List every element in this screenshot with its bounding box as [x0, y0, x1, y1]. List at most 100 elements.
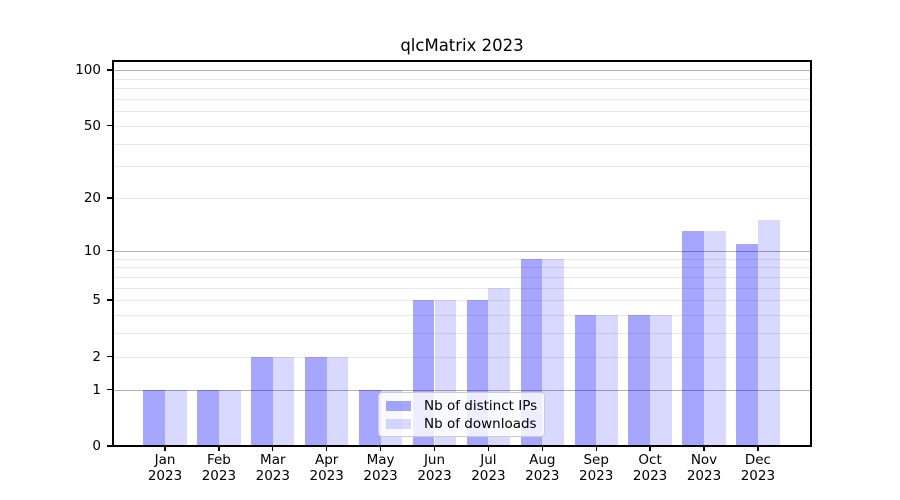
bar-distinct-ips-oct-2023	[628, 314, 651, 446]
bar-distinct-ips-jan-2023	[143, 389, 165, 446]
chart-title: qlcMatrix 2023	[400, 36, 524, 55]
bar-downloads-mar-2023	[272, 356, 295, 446]
y-tick-mark-5	[107, 299, 113, 301]
x-tick-label-sep: Sep 2023	[564, 452, 628, 484]
y-tick-mark-1	[107, 388, 113, 391]
x-tick-label-line: 2023	[363, 468, 398, 484]
x-tick-mark-feb	[218, 446, 220, 451]
x-tick-label-line: 2023	[255, 468, 290, 484]
y-tick-label-5: 5	[92, 292, 101, 309]
x-tick-label-dec: Dec 2023	[726, 452, 790, 484]
x-tick-label-line: 2023	[632, 468, 668, 484]
x-tick-label-jul: Jul 2023	[456, 452, 520, 484]
plot-area: Nb of distinct IPs Nb of downloads	[112, 60, 812, 447]
legend-entry-distinct-ips: Nb of distinct IPs	[386, 397, 538, 415]
y-tick-mark-20	[107, 197, 113, 199]
y-tick-mark-50	[107, 125, 113, 127]
legend-label-downloads: Nb of downloads	[424, 416, 537, 432]
gridline-minor-70	[113, 98, 811, 100]
x-tick-label-oct: Oct 2023	[618, 452, 682, 484]
gridline-minor-9	[113, 258, 811, 260]
gridline-minor-40	[113, 143, 811, 145]
bar-distinct-ips-may-2023	[358, 389, 381, 446]
x-tick-label-line: Jun	[423, 452, 446, 468]
x-tick-label-line: Dec	[744, 452, 771, 468]
x-tick-mark-jan	[164, 446, 166, 451]
bar-distinct-ips-sep-2023	[574, 314, 597, 446]
y-tick-label-100: 100	[75, 62, 101, 79]
gridline-major-100	[113, 70, 811, 72]
y-tick-label-0: 0	[92, 438, 101, 454]
gridline-minor-90	[113, 78, 811, 80]
x-tick-label-line: 2023	[309, 468, 344, 484]
x-tick-label-feb: Feb 2023	[187, 452, 251, 484]
x-tick-label-line: Aug	[529, 452, 556, 468]
gridline-major-1	[113, 389, 811, 391]
x-tick-label-line: May	[366, 452, 395, 468]
y-tick-label-50: 50	[83, 117, 101, 134]
y-tick-mark-2	[107, 355, 113, 358]
x-tick-label-line: Sep	[583, 452, 609, 468]
x-tick-label-line: 2023	[525, 468, 560, 484]
bar-downloads-apr-2023	[326, 356, 349, 446]
x-axis-line	[113, 445, 811, 447]
x-tick-label-line: Jan	[154, 452, 176, 468]
x-tick-mark-jul	[487, 446, 490, 451]
x-tick-label-line: Oct	[638, 452, 662, 468]
x-tick-label-line: 2023	[201, 468, 237, 484]
x-tick-mark-aug	[541, 446, 543, 451]
x-tick-label-apr: Apr 2023	[295, 452, 359, 484]
x-tick-label-line: 2023	[417, 468, 452, 484]
x-tick-mark-dec	[757, 446, 759, 451]
y-tick-label-1: 1	[92, 381, 101, 398]
gridline-minor-3	[113, 333, 811, 335]
x-tick-mark-nov	[703, 446, 705, 451]
gridline-minor-80	[113, 88, 811, 90]
x-tick-label-jun: Jun 2023	[403, 452, 467, 484]
gridline-minor-6	[113, 287, 811, 289]
bar-downloads-nov-2023	[704, 231, 726, 446]
x-tick-mark-apr	[326, 446, 328, 451]
gridline-minor-30	[113, 166, 811, 168]
y-tick-mark-100	[107, 69, 113, 71]
bar-downloads-sep-2023	[596, 314, 618, 446]
bar-distinct-ips-mar-2023	[251, 356, 273, 446]
y-tick-label-20: 20	[83, 190, 101, 207]
x-tick-mark-jun	[433, 446, 436, 451]
y-tick-mark-0	[107, 445, 113, 447]
x-tick-label-may: May 2023	[349, 452, 413, 484]
bar-distinct-ips-dec-2023	[736, 243, 758, 446]
gridline-minor-8	[113, 267, 811, 269]
gridline-minor-2	[113, 356, 811, 358]
gridline-minor-50	[113, 125, 811, 127]
x-tick-label-line: 2023	[147, 468, 183, 484]
x-tick-mark-sep	[595, 446, 597, 451]
bar-downloads-aug-2023	[542, 258, 564, 446]
gridline-minor-4	[113, 314, 811, 316]
x-tick-label-line: 2023	[740, 468, 776, 484]
bar-distinct-ips-nov-2023	[682, 231, 704, 446]
x-tick-label-mar: Mar 2023	[241, 452, 305, 484]
x-tick-label-line: Apr	[315, 452, 339, 468]
bar-downloads-jan-2023	[165, 389, 187, 446]
bar-downloads-feb-2023	[218, 389, 241, 446]
right-spine	[810, 60, 812, 447]
x-tick-label-line: 2023	[686, 468, 722, 484]
x-tick-mark-may	[379, 446, 382, 451]
gridline-minor-60	[113, 111, 811, 113]
x-tick-label-aug: Aug 2023	[510, 452, 574, 484]
gridline-minor-7	[113, 276, 811, 278]
bar-downloads-oct-2023	[650, 314, 672, 446]
bar-downloads-dec-2023	[757, 220, 780, 446]
x-tick-label-line: Mar	[260, 452, 286, 468]
y-tick-mark-10	[107, 250, 113, 252]
bar-distinct-ips-feb-2023	[197, 389, 219, 446]
x-tick-label-line: Nov	[690, 452, 718, 468]
y-tick-label-10: 10	[83, 242, 101, 259]
gridline-minor-5	[113, 300, 811, 302]
legend-label-distinct-ips: Nb of distinct IPs	[424, 398, 538, 414]
x-tick-label-line: Feb	[206, 452, 231, 468]
x-tick-mark-mar	[272, 446, 274, 451]
y-axis-line	[112, 60, 114, 447]
